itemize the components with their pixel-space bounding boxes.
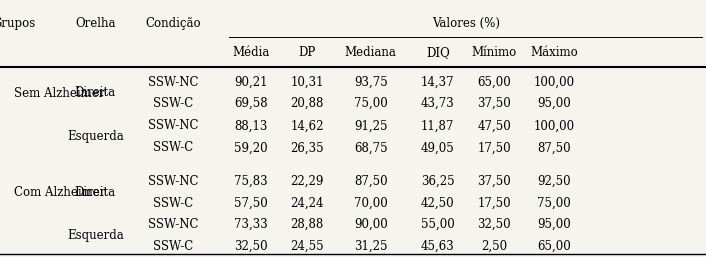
Text: 59,20: 59,20 [234,141,268,154]
Text: SSW-NC: SSW-NC [148,120,198,132]
Text: Grupos: Grupos [0,17,36,30]
Text: 24,55: 24,55 [290,240,324,253]
Text: 32,50: 32,50 [234,240,268,253]
Text: 14,37: 14,37 [421,76,455,89]
Text: Com Alzheimer: Com Alzheimer [14,186,105,199]
Text: 45,63: 45,63 [421,240,455,253]
Text: 65,00: 65,00 [537,240,571,253]
Text: 92,50: 92,50 [537,175,571,188]
Text: 37,50: 37,50 [477,97,511,110]
Text: 65,00: 65,00 [477,76,511,89]
Text: 95,00: 95,00 [537,97,571,110]
Text: 17,50: 17,50 [477,141,511,154]
Text: SSW-C: SSW-C [152,197,193,209]
Text: Esquerda: Esquerda [67,229,124,242]
Text: 90,00: 90,00 [354,218,388,231]
Text: 26,35: 26,35 [290,141,324,154]
Text: 43,73: 43,73 [421,97,455,110]
Text: SSW-C: SSW-C [152,141,193,154]
Text: 91,25: 91,25 [354,120,388,132]
Text: Sem Alzheimer: Sem Alzheimer [14,87,104,99]
Text: 28,88: 28,88 [290,218,324,231]
Text: 75,00: 75,00 [537,197,571,209]
Text: 57,50: 57,50 [234,197,268,209]
Text: 11,87: 11,87 [421,120,455,132]
Text: 36,25: 36,25 [421,175,455,188]
Text: 17,50: 17,50 [477,197,511,209]
Text: 37,50: 37,50 [477,175,511,188]
Text: Valores (%): Valores (%) [432,17,500,30]
Text: 68,75: 68,75 [354,141,388,154]
Text: SSW-NC: SSW-NC [148,76,198,89]
Text: 55,00: 55,00 [421,218,455,231]
Text: 20,88: 20,88 [290,97,324,110]
Text: 47,50: 47,50 [477,120,511,132]
Text: 100,00: 100,00 [534,76,575,89]
Text: 32,50: 32,50 [477,218,511,231]
Text: 90,21: 90,21 [234,76,268,89]
Text: Mínimo: Mínimo [472,46,517,59]
Text: Esquerda: Esquerda [67,130,124,143]
Text: 93,75: 93,75 [354,76,388,89]
Text: 31,25: 31,25 [354,240,388,253]
Text: 70,00: 70,00 [354,197,388,209]
Text: 2,50: 2,50 [481,240,508,253]
Text: Mediana: Mediana [345,46,397,59]
Text: SSW-C: SSW-C [152,240,193,253]
Text: Média: Média [232,46,269,59]
Text: Orelha: Orelha [75,17,116,30]
Text: 87,50: 87,50 [537,141,571,154]
Text: 88,13: 88,13 [234,120,268,132]
Text: Direita: Direita [75,86,116,99]
Text: 75,00: 75,00 [354,97,388,110]
Text: SSW-NC: SSW-NC [148,218,198,231]
Text: 49,05: 49,05 [421,141,455,154]
Text: 22,29: 22,29 [290,175,324,188]
Text: 75,83: 75,83 [234,175,268,188]
Text: 42,50: 42,50 [421,197,455,209]
Text: Direita: Direita [75,186,116,199]
Text: SSW-C: SSW-C [152,97,193,110]
Text: 24,24: 24,24 [290,197,324,209]
Text: 100,00: 100,00 [534,120,575,132]
Text: 87,50: 87,50 [354,175,388,188]
Text: 69,58: 69,58 [234,97,268,110]
Text: 73,33: 73,33 [234,218,268,231]
Text: 14,62: 14,62 [290,120,324,132]
Text: SSW-NC: SSW-NC [148,175,198,188]
Text: Condição: Condição [145,17,201,30]
Text: 10,31: 10,31 [290,76,324,89]
Text: DP: DP [299,46,316,59]
Text: Máximo: Máximo [530,46,578,59]
Text: 95,00: 95,00 [537,218,571,231]
Text: DIQ: DIQ [426,46,450,59]
